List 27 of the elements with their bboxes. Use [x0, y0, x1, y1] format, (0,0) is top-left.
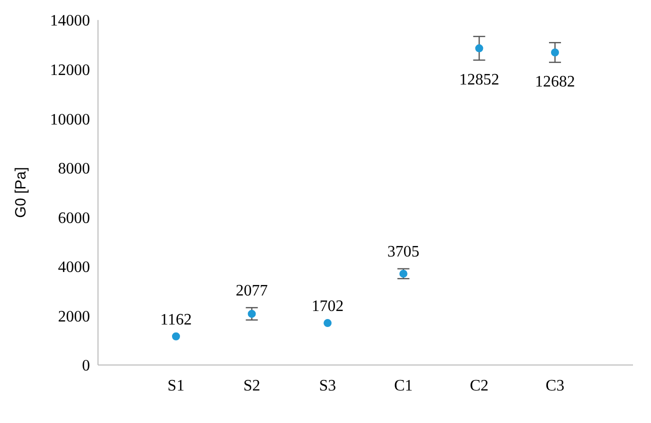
- y-tick-label: 4000: [58, 259, 90, 276]
- y-tick-label: 0: [82, 358, 90, 375]
- x-tick-label: C2: [470, 377, 489, 394]
- y-tick-label: 12000: [50, 62, 90, 79]
- y-tick-label: 6000: [58, 210, 90, 227]
- point: [324, 319, 332, 328]
- x-tick-label: S2: [243, 377, 260, 394]
- y-tick-label: 8000: [58, 160, 90, 178]
- y-axis-title: G0 [Pa]: [12, 167, 30, 218]
- point: [399, 270, 408, 278]
- x-tick-label: C1: [394, 377, 413, 394]
- data-label: 3705: [387, 244, 420, 261]
- data-label: 2077: [236, 282, 268, 300]
- data-label: 1702: [312, 298, 344, 316]
- point: [475, 44, 484, 52]
- point: [551, 48, 559, 56]
- point: [172, 332, 180, 340]
- x-tick-label: S3: [319, 377, 336, 394]
- point: [248, 310, 256, 318]
- data-label: 12682: [535, 73, 575, 90]
- x-tick-label: C3: [546, 377, 564, 394]
- data-label: 12852: [459, 71, 500, 88]
- x-tick-label: S1: [168, 377, 184, 394]
- y-tick-label: 14000: [50, 12, 90, 30]
- y-tick-label: 10000: [50, 111, 90, 128]
- data-label: 1162: [160, 311, 192, 328]
- y-tick-label: 2000: [58, 308, 90, 326]
